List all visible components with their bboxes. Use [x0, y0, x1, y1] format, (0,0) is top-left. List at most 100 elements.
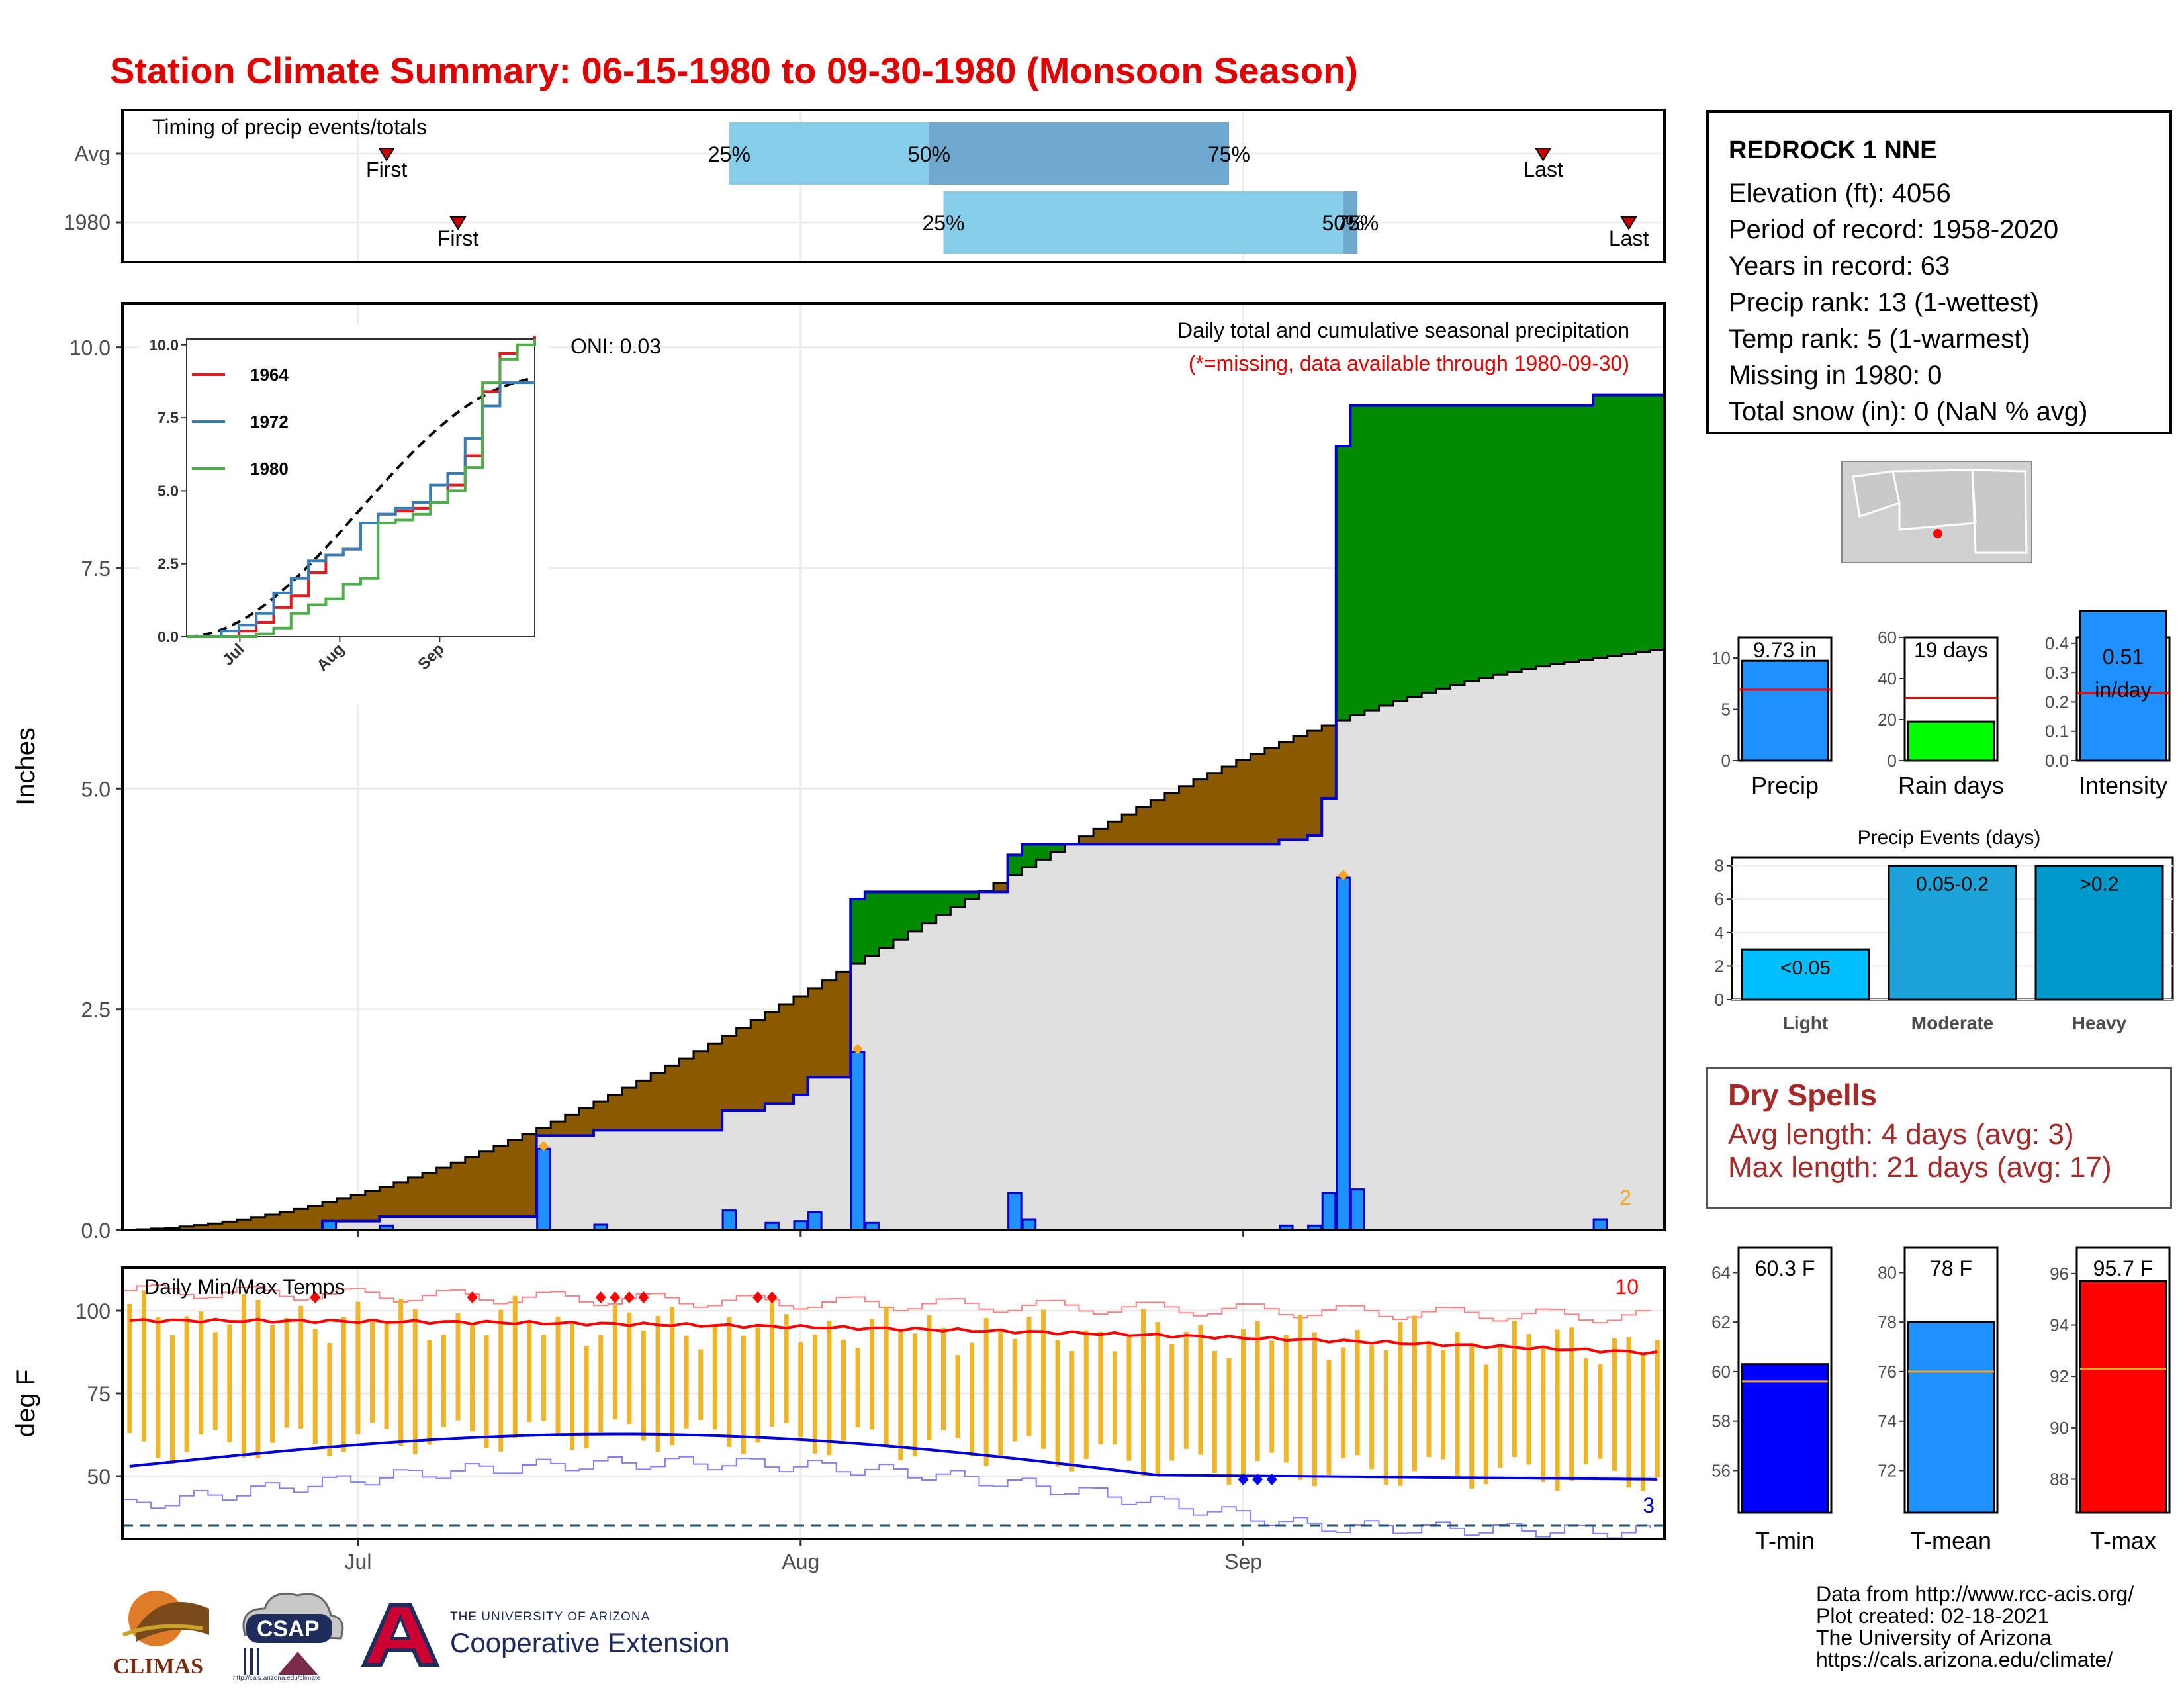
temp-summary-t-mean-ytick-label: 72 — [1878, 1460, 1897, 1480]
precip-normal-fill — [522, 1217, 537, 1230]
precip-surplus-area — [1564, 405, 1580, 662]
temp-summary-t-mean-ytick-label: 80 — [1878, 1262, 1897, 1282]
precip-record-marker — [1338, 870, 1349, 880]
temp-daily-bar — [955, 1355, 960, 1438]
locator-station-dot — [1933, 529, 1942, 538]
precip-normal-fill — [779, 1103, 794, 1230]
temp-daily-bar — [327, 1343, 332, 1457]
precip-record-marker — [538, 1141, 549, 1152]
temp-daily-bar — [484, 1335, 489, 1448]
precip-normal-fill — [1007, 874, 1023, 1230]
precip-normal-fill — [1093, 844, 1109, 1230]
precip-daily-bar — [1592, 1218, 1608, 1231]
dry-spells-avg: Avg length: 4 days (avg: 3) — [1728, 1118, 2074, 1150]
dry-spells-box: Dry Spells Avg length: 4 days (avg: 3) M… — [1706, 1067, 2172, 1209]
summary-axis-label: Precip — [1751, 772, 1819, 799]
temp-panel-bg — [122, 1268, 1664, 1539]
temp-daily-bar — [1198, 1325, 1203, 1455]
precip-deficit-area — [1107, 821, 1122, 845]
temp-summary-t-max-panel: 88 90 92 94 96 95.7 F T-max — [2050, 1246, 2171, 1554]
temp-summary-t-min-ytick-label: 64 — [1711, 1262, 1731, 1282]
precip-normal-fill — [551, 1135, 566, 1230]
timing-panel-label: Timing of precip events/totals — [152, 115, 427, 139]
summary-rain-days-bar — [1907, 720, 1995, 762]
timing-label-50: 50% — [1322, 211, 1365, 235]
precip-normal-fill — [422, 1217, 437, 1230]
temp-daily-bar — [1269, 1340, 1275, 1453]
credit-url: https://cals.arizona.edu/climate/ — [1816, 1648, 2113, 1671]
summary-axis-label: Intensity — [2079, 772, 2167, 799]
ua-text-line2: Cooperative Extension — [450, 1627, 730, 1658]
temp-daily-bar — [498, 1309, 504, 1452]
precip-normal-fill — [936, 915, 951, 1230]
precip-normal-fill — [1107, 844, 1122, 1230]
precip-normal-fill — [1036, 859, 1051, 1230]
precip-deficit-area — [479, 1151, 494, 1217]
precip-normal-fill — [1479, 678, 1494, 1230]
summary-precip-ytick-label: 10 — [1711, 648, 1731, 668]
precip-y-axis-label: Inches — [11, 727, 40, 806]
temp-daily-bar — [970, 1342, 975, 1457]
timing-panel-frame — [121, 109, 1666, 263]
precip-normal-fill — [1635, 651, 1651, 1230]
summary-value-label: 9.73 in — [1753, 638, 1817, 662]
precip-normal-fill — [1607, 655, 1622, 1230]
precip-deficit-area — [836, 972, 851, 1078]
precip-deficit-area — [522, 1134, 537, 1217]
temp-daily-bar — [1155, 1322, 1160, 1476]
precip-normal-fill — [993, 892, 1009, 1230]
precip-daily-bar — [807, 1211, 823, 1231]
temp-daily-bar — [1012, 1338, 1017, 1442]
precip-ytick-label: 7.5 — [81, 557, 111, 581]
precip-daily-bar — [1349, 1188, 1365, 1231]
temp-record-high-marker — [610, 1291, 621, 1303]
precip-deficit-area — [751, 1019, 766, 1111]
timing-row-label: 1980 — [64, 211, 111, 234]
temp-daily-bar — [555, 1316, 561, 1436]
timing-last-marker — [1534, 148, 1552, 162]
precip-panel-frame — [121, 302, 1666, 1231]
precip-surplus-area — [1350, 405, 1365, 716]
temp-daily-bar — [1512, 1321, 1517, 1458]
precip-normal-fill — [1578, 659, 1594, 1230]
precip-deficit-area — [664, 1066, 680, 1131]
temp-panel-title: Daily Min/Max Temps — [144, 1275, 345, 1299]
precip-normal-fill — [722, 1111, 737, 1230]
events-category-label: Light — [1783, 1013, 1828, 1033]
events-ytick-label: 4 — [1715, 923, 1724, 943]
credit-plot-date: Plot created: 02-18-2021 — [1816, 1604, 2050, 1628]
temp-daily-bar — [870, 1319, 875, 1430]
temp-daily-bar — [898, 1329, 903, 1460]
timing-first-marker — [378, 148, 395, 162]
precip-daily-bar — [1336, 876, 1351, 1231]
timing-first-marker — [449, 216, 467, 230]
temp-daily-bar — [1355, 1330, 1360, 1456]
temp-daily-bar — [1226, 1358, 1232, 1485]
inset-ytick-label: 7.5 — [158, 409, 179, 426]
precip-normal-fill — [1407, 696, 1422, 1230]
precip-normal-fill — [707, 1130, 723, 1230]
precip-normal-fill — [793, 1095, 809, 1230]
precip-surplus-area — [1621, 395, 1637, 654]
precip-surplus-area — [1036, 844, 1051, 860]
temp-daily-bar — [1469, 1342, 1475, 1489]
precip-deficit-area — [422, 1172, 437, 1217]
precip-normal-fill — [1293, 839, 1308, 1230]
events-bar-label: <0.05 — [1780, 957, 1831, 979]
locator-map-states — [1852, 469, 2028, 554]
precip-normal-fill — [1393, 701, 1408, 1230]
precip-normal-fill — [879, 947, 894, 1230]
temp-panel-frame — [121, 1266, 1666, 1540]
precip-surplus-area — [936, 892, 951, 915]
precip-surplus-area — [864, 892, 880, 956]
temp-daily-bar — [941, 1327, 946, 1430]
precip-deficit-area — [351, 1195, 366, 1221]
precip-surplus-area — [1607, 395, 1622, 656]
temp-daily-bar — [584, 1346, 589, 1449]
temp-daily-bar — [755, 1327, 760, 1443]
precip-normal-fill — [1422, 692, 1437, 1230]
inset-normal-line — [188, 376, 534, 638]
temp-daily-bar — [1183, 1331, 1189, 1449]
timing-label-25: 25% — [922, 211, 964, 235]
temp-daily-bar — [1283, 1335, 1289, 1463]
